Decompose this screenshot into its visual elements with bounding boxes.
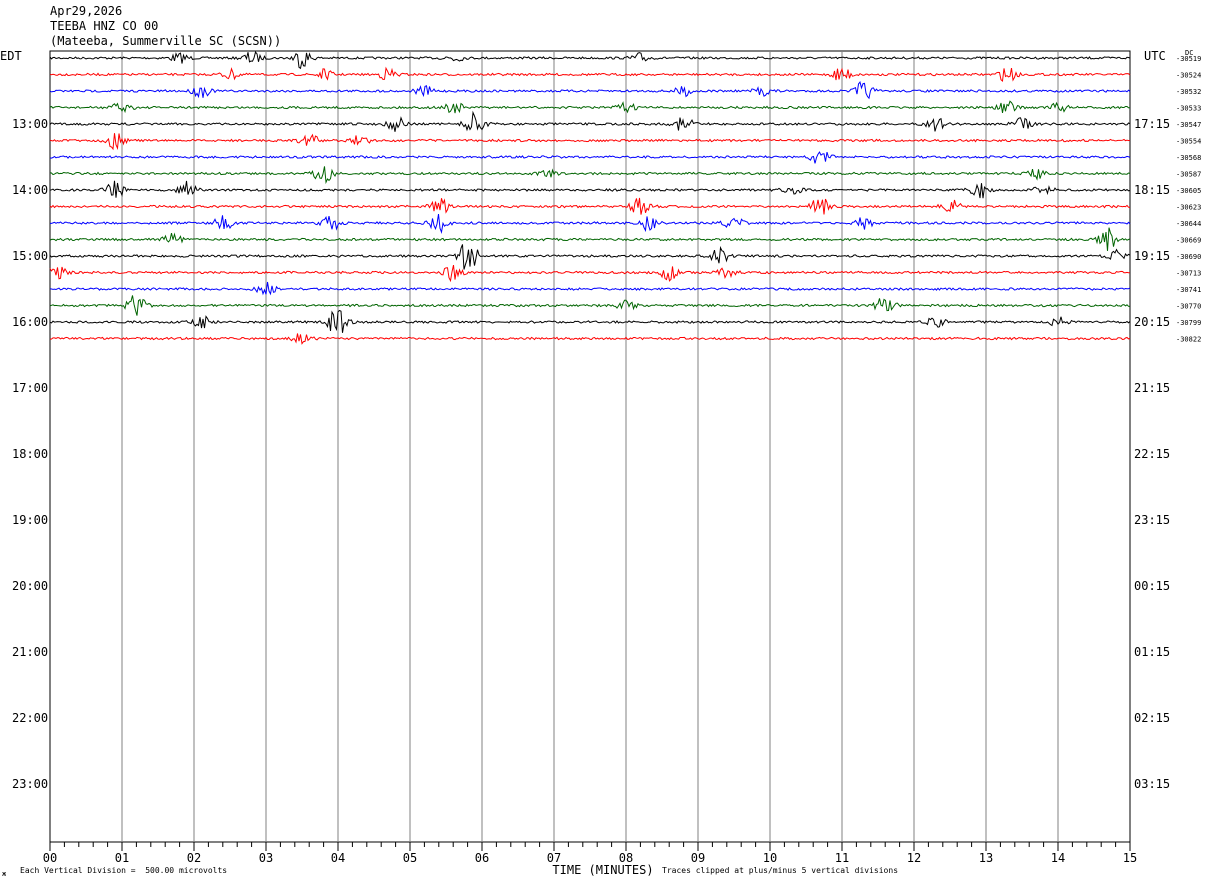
trace-row <box>49 166 1131 185</box>
trace-row <box>49 180 1131 199</box>
right-hour-label: 19:15 <box>1134 249 1170 263</box>
scale-note: Each Vertical Division = 500.00 microvol… <box>20 866 228 875</box>
edt-hour-labels: 13:00 14:00 15:00 16:00 17:00 18:00 19:00 20:00… <box>12 117 48 791</box>
dc-offset-label: -30690 <box>1176 253 1201 261</box>
trace-row <box>49 197 1131 215</box>
x-tick-label: 02 <box>187 851 201 865</box>
dc-offset-label: -30547 <box>1176 121 1201 129</box>
dc-offset-label: -30568 <box>1176 154 1201 162</box>
left-hour-label: 16:00 <box>12 315 48 329</box>
trace-row <box>49 66 1131 82</box>
x-tick-label: 11 <box>835 851 849 865</box>
left-hour-label: 23:00 <box>12 777 48 791</box>
right-hour-label: 01:15 <box>1134 645 1170 659</box>
x-tick-label: 10 <box>763 851 777 865</box>
x-tick-label: 08 <box>619 851 633 865</box>
dc-offset-labels: -30519 -30524 -30532 -30533 -30547 -30554 -305… <box>1176 55 1201 344</box>
trace-row <box>49 151 1131 164</box>
x-tick-label: 15 <box>1123 851 1137 865</box>
traces <box>49 51 1131 345</box>
x-tick-label: 05 <box>403 851 417 865</box>
dc-offset-label: -30587 <box>1176 171 1201 179</box>
trace-row <box>49 133 1131 151</box>
left-hour-label: 15:00 <box>12 249 48 263</box>
left-hour-label: 18:00 <box>12 447 48 461</box>
trace-row <box>49 281 1131 296</box>
dc-offset-label: -30533 <box>1176 105 1201 113</box>
x-tick-label: 09 <box>691 851 705 865</box>
trace-row <box>49 100 1131 114</box>
corner-mark: ж <box>2 870 7 878</box>
trace-row <box>49 264 1131 283</box>
header-station: TEEBA HNZ CO 00 <box>50 19 159 33</box>
left-hour-label: 17:00 <box>12 381 48 395</box>
dc-offset-label: -30713 <box>1176 270 1201 278</box>
dc-offset-label: -30532 <box>1176 88 1201 96</box>
dc-offset-label: -30770 <box>1176 303 1201 311</box>
dc-offset-label: -30519 <box>1176 55 1201 63</box>
x-tick-label: 03 <box>259 851 273 865</box>
left-hour-label: 19:00 <box>12 513 48 527</box>
header-date: Apr29,2026 <box>50 4 123 18</box>
right-hour-label: 18:15 <box>1134 183 1170 197</box>
dc-offset-label: -30822 <box>1176 336 1201 344</box>
dc-offset-label: -30799 <box>1176 319 1201 327</box>
left-hour-label: 14:00 <box>12 183 48 197</box>
right-hour-label: 21:15 <box>1134 381 1170 395</box>
dc-offset-label: -30741 <box>1176 286 1201 294</box>
x-axis: 00 01 02 03 04 05 06 07 08 09 10 11 12 13 14 15 <box>43 842 1137 865</box>
dc-offset-label: -30644 <box>1176 220 1201 228</box>
right-hour-label: 03:15 <box>1134 777 1170 791</box>
dc-offset-label: -30623 <box>1176 204 1201 212</box>
dc-label: DC <box>1185 49 1194 57</box>
trace-row <box>49 309 1131 333</box>
right-hour-label: 00:15 <box>1134 579 1170 593</box>
timezone-left: EDT <box>0 49 22 63</box>
dc-offset-label: -30605 <box>1176 187 1201 195</box>
clip-note: Traces clipped at plus/minus 5 vertical … <box>662 866 899 875</box>
x-tick-label: 00 <box>43 851 57 865</box>
x-axis-label: TIME (MINUTES) <box>552 863 653 877</box>
right-hour-label: 20:15 <box>1134 315 1170 329</box>
trace-row <box>49 110 1131 132</box>
right-hour-label: 22:15 <box>1134 447 1170 461</box>
right-hour-label: 23:15 <box>1134 513 1170 527</box>
x-tick-label: 07 <box>547 851 561 865</box>
left-hour-label: 22:00 <box>12 711 48 725</box>
right-hour-label: 02:15 <box>1134 711 1170 725</box>
trace-row <box>49 333 1131 345</box>
trace-row <box>49 80 1131 100</box>
minute-grid <box>121 51 1059 842</box>
x-tick-label: 01 <box>115 851 129 865</box>
left-hour-label: 21:00 <box>12 645 48 659</box>
left-hour-label: 13:00 <box>12 117 48 131</box>
timezone-right: UTC <box>1144 49 1166 63</box>
x-tick-label: 14 <box>1051 851 1065 865</box>
x-tick-label: 12 <box>907 851 921 865</box>
trace-row <box>49 244 1131 270</box>
plot-frame <box>49 50 1131 843</box>
dc-offset-label: -30554 <box>1176 138 1201 146</box>
x-tick-label: 13 <box>979 851 993 865</box>
utc-hour-labels: 17:15 18:15 19:15 20:15 21:15 22:15 23:15 00:15… <box>1134 117 1170 791</box>
dc-offset-label: -30524 <box>1176 72 1201 80</box>
x-tick-label: 06 <box>475 851 489 865</box>
trace-row <box>49 51 1131 70</box>
right-hour-label: 17:15 <box>1134 117 1170 131</box>
dc-offset-label: -30669 <box>1176 237 1201 245</box>
left-hour-label: 20:00 <box>12 579 48 593</box>
trace-row <box>49 295 1131 316</box>
header-location: (Mateeba, Summerville SC (SCSN)) <box>50 34 282 48</box>
trace-row <box>50 214 1131 234</box>
trace-row <box>49 227 1131 251</box>
x-tick-label: 04 <box>331 851 345 865</box>
